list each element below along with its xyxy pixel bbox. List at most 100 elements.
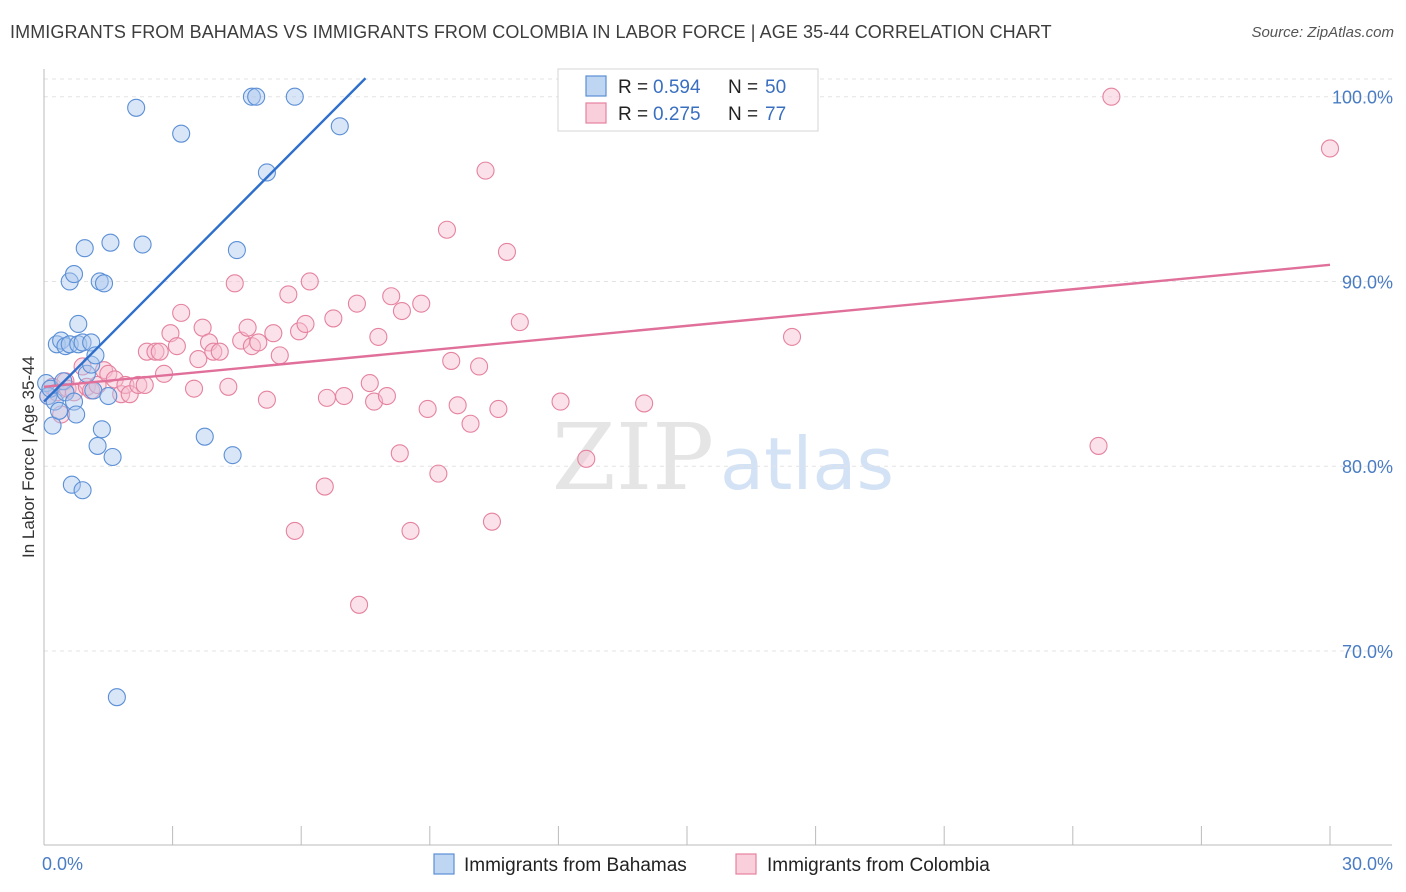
point-bahamas bbox=[127, 98, 146, 117]
y-tick-label: 70.0% bbox=[1342, 642, 1393, 662]
point-colombia bbox=[257, 390, 276, 409]
bottom-legend-swatch-colombia bbox=[735, 853, 757, 875]
legend-r-value-colombia: 0.275 bbox=[653, 104, 701, 125]
point-colombia bbox=[470, 357, 489, 376]
point-colombia bbox=[296, 314, 315, 334]
point-colombia bbox=[551, 392, 570, 411]
point-bahamas bbox=[242, 87, 261, 106]
point-colombia bbox=[377, 386, 396, 406]
point-colombia bbox=[315, 477, 334, 496]
point-colombia bbox=[249, 333, 268, 352]
watermark: ZIP atlas bbox=[552, 404, 894, 511]
point-colombia bbox=[1320, 139, 1340, 158]
point-colombia bbox=[167, 337, 186, 356]
point-colombia bbox=[1102, 87, 1121, 106]
legend-r-label-colombia: R = bbox=[618, 104, 653, 125]
y-tick-labels: 70.0% 80.0% 90.0% 100.0% bbox=[1332, 88, 1393, 662]
point-colombia bbox=[116, 375, 135, 394]
point-bahamas bbox=[94, 274, 114, 293]
point-colombia bbox=[210, 342, 229, 361]
chart-title: IMMIGRANTS FROM BAHAMAS VS IMMIGRANTS FR… bbox=[10, 22, 1052, 42]
point-colombia bbox=[782, 327, 802, 346]
point-colombia bbox=[219, 377, 238, 396]
legend-box: R = 0.594 N = 50 R = 0.275 N = 77 bbox=[557, 68, 819, 132]
point-bahamas bbox=[84, 381, 103, 400]
point-bahamas bbox=[73, 481, 92, 500]
legend-n-label-colombia: N = bbox=[728, 104, 763, 125]
point-colombia bbox=[270, 346, 289, 365]
bottom-legend-label-colombia: Immigrants from Colombia bbox=[767, 855, 990, 876]
point-bahamas bbox=[69, 314, 88, 334]
watermark-zip: ZIP bbox=[552, 404, 714, 511]
point-colombia bbox=[476, 161, 495, 180]
trend-line-colombia bbox=[43, 263, 1331, 388]
legend-swatch-colombia bbox=[585, 102, 607, 124]
point-colombia bbox=[635, 394, 654, 413]
point-bahamas bbox=[227, 241, 246, 260]
point-colombia bbox=[264, 324, 283, 343]
point-colombia bbox=[510, 313, 529, 332]
point-bahamas bbox=[67, 405, 86, 424]
point-bahamas bbox=[88, 436, 107, 455]
x-tick-marks bbox=[43, 826, 1331, 845]
point-colombia bbox=[369, 327, 388, 346]
legend-n-label-bahamas: N = bbox=[728, 77, 763, 98]
point-bahamas bbox=[82, 355, 101, 374]
point-colombia bbox=[437, 220, 456, 239]
point-colombia bbox=[204, 342, 223, 361]
point-bahamas bbox=[64, 265, 84, 284]
point-colombia bbox=[360, 374, 379, 393]
point-colombia bbox=[461, 414, 480, 433]
bottom-legend-swatch-bahamas bbox=[433, 853, 455, 875]
point-colombia bbox=[324, 309, 343, 328]
chart-source: Source: ZipAtlas.com bbox=[1251, 24, 1394, 41]
point-colombia bbox=[172, 303, 191, 322]
legend-n-value-colombia: 77 bbox=[765, 104, 786, 125]
point-colombia bbox=[390, 444, 409, 463]
point-bahamas bbox=[92, 420, 111, 439]
point-bahamas bbox=[99, 386, 118, 406]
point-colombia bbox=[382, 287, 401, 306]
point-bahamas bbox=[101, 233, 120, 252]
point-colombia bbox=[1089, 436, 1108, 455]
x-tick-label: 30.0% bbox=[1342, 854, 1393, 874]
point-bahamas bbox=[49, 401, 69, 420]
point-colombia bbox=[448, 396, 467, 415]
point-colombia bbox=[482, 512, 502, 531]
point-colombia bbox=[418, 399, 437, 419]
point-bahamas bbox=[75, 239, 94, 258]
point-colombia bbox=[285, 521, 304, 540]
point-bahamas bbox=[172, 124, 191, 143]
point-bahamas bbox=[285, 87, 304, 106]
bottom-legend: Immigrants from Bahamas Immigrants from … bbox=[433, 853, 990, 876]
point-colombia bbox=[225, 274, 244, 293]
bottom-legend-label-bahamas: Immigrants from Bahamas bbox=[464, 855, 687, 876]
point-colombia bbox=[442, 351, 461, 370]
point-colombia bbox=[392, 301, 411, 321]
y-tick-label: 100.0% bbox=[1332, 88, 1393, 108]
point-colombia bbox=[350, 595, 369, 614]
legend-n-value-bahamas: 50 bbox=[765, 77, 786, 98]
point-colombia bbox=[577, 449, 596, 468]
point-colombia bbox=[146, 342, 165, 361]
point-colombia bbox=[412, 294, 431, 313]
x-tick-label: 0.0% bbox=[42, 854, 83, 874]
legend-r-label-bahamas: R = bbox=[618, 77, 653, 98]
watermark-atlas: atlas bbox=[720, 422, 894, 506]
legend-r-value-bahamas: 0.594 bbox=[653, 77, 701, 98]
point-bahamas bbox=[195, 427, 214, 446]
point-colombia bbox=[184, 379, 204, 398]
point-colombia bbox=[497, 242, 517, 261]
legend-swatch-bahamas bbox=[585, 75, 607, 97]
point-colombia bbox=[238, 318, 257, 337]
point-bahamas bbox=[330, 117, 349, 136]
y-axis-label: In Labor Force | Age 35-44 bbox=[19, 356, 38, 558]
point-bahamas bbox=[223, 446, 242, 465]
point-colombia bbox=[150, 342, 169, 361]
point-bahamas bbox=[86, 346, 105, 365]
x-tick-labels: 0.0% 30.0% bbox=[42, 854, 1393, 874]
point-colombia bbox=[300, 272, 319, 291]
point-colombia bbox=[317, 388, 336, 407]
point-bahamas bbox=[257, 163, 276, 182]
